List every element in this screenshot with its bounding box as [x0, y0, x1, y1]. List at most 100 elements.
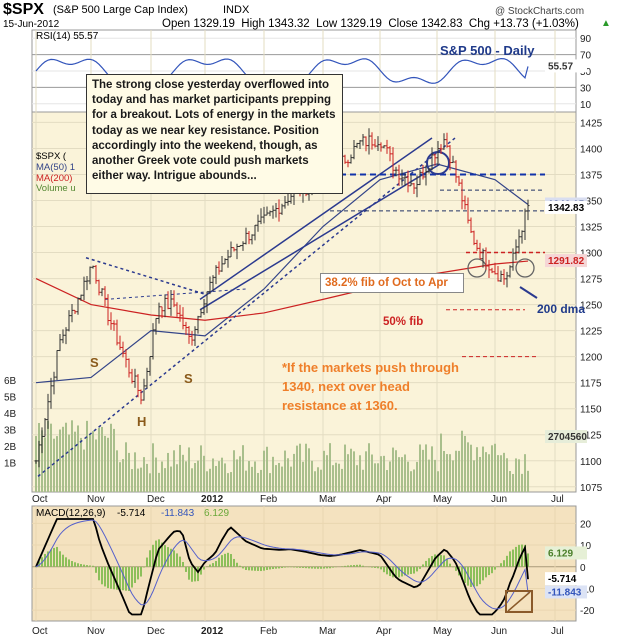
volume-bar — [248, 461, 250, 492]
volume-bar — [245, 470, 247, 492]
volume-bar — [377, 463, 379, 492]
price-tick-label: 1325 — [580, 223, 603, 234]
macd-hist-bar — [518, 544, 520, 567]
macd-hist-bar — [227, 552, 229, 567]
volume-bar — [110, 423, 112, 492]
macd-hist-bar — [389, 566, 391, 577]
pattern-shoulder-left: S — [90, 355, 99, 370]
volume-bar — [473, 460, 475, 492]
volume-bar — [284, 450, 286, 492]
macd-hist-bar — [470, 566, 472, 587]
volume-bar — [161, 461, 163, 492]
macd-hist-bar — [317, 566, 319, 569]
macd-hist-bar — [248, 566, 250, 571]
volume-bar — [35, 436, 37, 492]
price-tick-label: 1100 — [580, 457, 602, 468]
volume-bar — [464, 435, 466, 492]
macd-hist-bar — [347, 565, 349, 567]
legend-ma200: MA(200) — [36, 173, 73, 184]
macd-tick-label: 20 — [580, 519, 592, 530]
volume-bar — [518, 459, 520, 492]
dma200-label: 200 dma — [537, 302, 586, 316]
macd-hist-bar — [407, 566, 409, 575]
volume-bar — [380, 456, 382, 492]
macd-hist-bar — [431, 556, 433, 567]
macd-hist-bar — [92, 565, 94, 567]
macd-hist-bar — [434, 554, 436, 567]
macd-hist-bar — [71, 561, 73, 567]
volume-bar — [137, 468, 139, 492]
volume-bar — [266, 446, 268, 492]
macd-hist-bar — [386, 566, 388, 575]
axis-labels: 1425 1400 1375 1350 1325 1300 1275 1250 1225 1200… — [4, 34, 603, 637]
macd-hist-bar — [413, 566, 415, 574]
pattern-shoulder-right: S — [184, 371, 193, 386]
volume-tag — [545, 430, 587, 443]
macd-hist-bar — [254, 566, 256, 571]
volume-bar — [485, 452, 487, 492]
macd-hist-bar — [305, 566, 307, 569]
macd-hist-bar — [68, 559, 70, 567]
volume-tick-label: 5B — [4, 393, 17, 404]
price-tick-label: 1350 — [580, 196, 603, 207]
volume-bar — [263, 450, 265, 492]
dma-pointer-arrow — [519, 286, 538, 299]
macd-hist-bar — [380, 566, 382, 570]
volume-bar — [401, 457, 403, 492]
volume-tick-label: 2B — [4, 442, 17, 453]
volume-bar — [356, 465, 358, 492]
macd-hist-bar — [209, 564, 211, 567]
volume-bar — [359, 455, 361, 492]
volume-bar — [98, 427, 100, 492]
macd-hist-bar — [191, 566, 193, 582]
macd-hist-bar — [332, 566, 334, 568]
volume-bar — [467, 442, 469, 492]
macd-hist-bar — [350, 565, 352, 567]
macd-hist-bar — [527, 553, 529, 567]
macd-hist-bar — [155, 540, 157, 567]
macd-hist-bar — [200, 566, 202, 575]
macd-hist-bar — [104, 566, 106, 587]
volume-bar — [287, 458, 289, 492]
legend-volume: Volume u — [36, 183, 76, 194]
volume-bar — [422, 449, 424, 492]
x-tick-label: Apr — [376, 494, 392, 505]
macd-tag-text: -5.714 — [548, 574, 577, 585]
rsi-tick-label: 50 — [580, 67, 592, 78]
volume-bar — [506, 458, 508, 492]
price-tick-label: 1175 — [580, 379, 602, 390]
volume-bar — [329, 443, 331, 492]
volume-bar — [242, 445, 244, 492]
macd-hist-bar — [476, 566, 478, 587]
volume-bar — [299, 443, 301, 492]
macd-hist-bar — [119, 566, 121, 590]
volume-bar — [41, 430, 43, 492]
volume-tag-text: 2704560 — [548, 432, 587, 443]
macd-hist-bar — [239, 565, 241, 567]
volume-bar — [341, 468, 343, 492]
volume-bar — [293, 453, 295, 492]
macd-x-tick-label: Mar — [319, 626, 337, 637]
volume-bar — [326, 455, 328, 492]
volume-bar — [479, 456, 481, 492]
volume-bar — [224, 463, 226, 492]
volume-bar — [80, 437, 82, 492]
macd-hist-bar — [131, 566, 133, 588]
price-tick-label: 1150 — [580, 405, 602, 416]
macd-hist-bar — [485, 566, 487, 578]
volume-tick-label: 1B — [4, 459, 17, 470]
volume-bar — [101, 426, 103, 492]
price-tick-label: 1200 — [580, 353, 603, 364]
macd-hist-bar — [410, 566, 412, 575]
macd-hist-bar — [482, 566, 484, 581]
macd-line — [35, 518, 529, 616]
volume-bar — [92, 431, 94, 492]
volume-bar — [53, 438, 55, 492]
macd-hist-bar — [362, 565, 364, 567]
macd-hist-bar — [257, 566, 259, 571]
volume-bar — [398, 457, 400, 492]
macd-hist-bar — [512, 549, 514, 567]
volume-bar — [503, 452, 505, 492]
volume-bar — [371, 454, 373, 492]
volume-bar — [431, 446, 433, 492]
